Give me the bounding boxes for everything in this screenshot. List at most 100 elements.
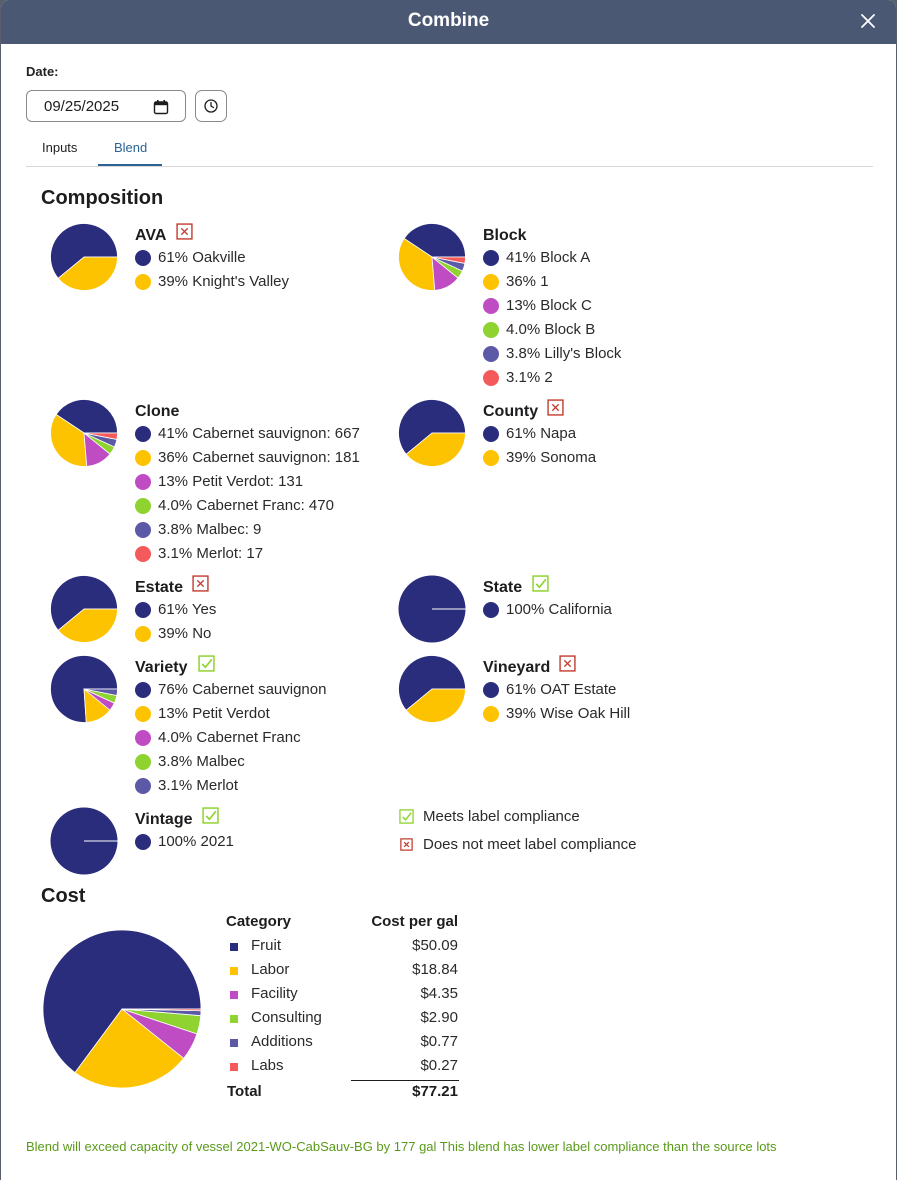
dialog-title: Combine [407,10,490,31]
block-legend-item: 3.8% Lilly's Block [483,345,621,362]
block-name: Block [483,227,527,244]
clone-slice-5 [83,432,118,440]
estate-name: Estate [135,579,184,596]
compliance-check-icon [198,655,215,672]
color-dot [135,833,151,850]
ava-slice-0 [50,223,118,279]
color-dot [483,601,499,618]
clone-legend-label: 3.1% Merlot: 17 [158,545,264,562]
composition-title: Composition [41,187,164,209]
ava-pie-chart [50,223,118,291]
vineyard-slice-0 [398,655,466,711]
cost-slice-0 [42,929,202,1074]
variety-legend-item: 3.1% Merlot [135,777,238,794]
cost-category: Labor [251,961,290,978]
cost-row: Facility $4.35 [226,985,466,1009]
cost-value: $0.77 [420,1033,458,1050]
color-dot [483,425,499,442]
color-dot [135,601,151,618]
estate-legend-label: 61% Yes [158,601,217,618]
clone-legend-label: 4.0% Cabernet Franc: 470 [158,497,334,514]
cost-row: Fruit $50.09 [226,937,466,961]
variety-pie-chart [50,655,118,723]
vineyard-slice-1 [405,688,466,723]
estate-slice-0 [50,575,118,631]
variety-legend-label: 3.8% Malbec [158,753,245,770]
color-dot [135,425,151,442]
compliance-check-icon [532,575,549,592]
check-icon [399,809,414,824]
cost-category: Fruit [251,937,281,954]
color-dot [135,449,151,466]
color-dot [135,521,151,538]
cost-value: $2.90 [420,1009,458,1026]
clone-legend-item: 13% Petit Verdot: 131 [135,473,303,490]
variety-legend-label: 3.1% Merlot [158,777,239,794]
close-icon[interactable] [858,11,878,31]
clone-legend-item: 3.1% Merlot: 17 [135,545,263,562]
cost-category: Consulting [251,1009,322,1026]
compliance-x-icon [176,223,193,240]
cost-pie-chart [42,929,202,1089]
color-dot [483,449,499,466]
state-pie-chart [398,575,466,643]
clone-pie-chart [50,399,118,467]
clone-legend-item: 36% Cabernet sauvignon: 181 [135,449,360,466]
block-legend-label: 4.0% Block B [506,321,596,338]
ava-legend-item: 61% Oakville [135,249,246,266]
color-dot [135,273,151,290]
vineyard-legend-label: 61% OAT Estate [506,681,617,698]
compliance-x-icon [547,399,564,416]
color-dot [483,321,499,338]
block-slice-1 [398,237,436,291]
color-dot [135,497,151,514]
clock-button[interactable] [195,90,227,122]
cost-color-swatch [230,1039,238,1047]
color-dot [135,753,151,770]
cost-header-category: Category [226,913,292,930]
variety-legend-item: 76% Cabernet sauvignon [135,681,326,698]
vintage-name: Vintage [135,811,193,828]
cost-row: Additions $0.77 [226,1033,466,1057]
vintage-legend-label: 100% 2021 [158,833,234,850]
color-dot [483,705,499,722]
variety-name: Variety [135,659,188,676]
total-divider [351,1080,459,1081]
vineyard-legend-item: 39% Wise Oak Hill [483,705,630,722]
calendar-icon[interactable] [153,99,169,115]
compliance-x-icon [559,655,576,672]
variety-slice-4 [83,688,118,696]
estate-pie-chart [50,575,118,643]
cost-color-swatch [230,967,238,975]
cost-color-swatch [230,1063,238,1071]
date-value: 09/25/2025 [44,97,120,115]
color-dot [483,345,499,362]
variety-legend-label: 76% Cabernet sauvignon [158,681,327,698]
x-box-icon [400,838,413,851]
date-input[interactable]: 09/25/2025 [26,90,186,122]
vintage-legend-item: 100% 2021 [135,833,234,850]
cost-row: Labs $0.27 [226,1057,466,1081]
color-dot [483,249,499,266]
vineyard-pie-chart [398,655,466,723]
active-tab-indicator [98,164,162,166]
color-dot [483,297,499,314]
cost-slice-5 [121,1008,202,1012]
vintage-pie-chart [50,807,118,875]
tab-bar: Inputs Blend [26,130,873,167]
block-legend-item: 13% Block C [483,297,592,314]
legend-fails-label: Does not meet label compliance [423,836,637,853]
tab-blend[interactable]: Blend [114,140,148,155]
tab-inputs[interactable]: Inputs [42,140,78,155]
cost-value: $50.09 [412,937,458,954]
block-legend-item: 41% Block A [483,249,590,266]
compliance-x-icon [192,575,209,592]
county-slice-0 [398,399,466,455]
cost-color-swatch [230,943,238,951]
color-dot [135,729,151,746]
legend-meets-compliance: Meets label compliance [399,808,580,825]
clone-legend-label: 36% Cabernet sauvignon: 181 [158,449,360,466]
date-label: Date: [26,64,59,79]
block-legend-item: 36% 1 [483,273,549,290]
color-dot [135,681,151,698]
